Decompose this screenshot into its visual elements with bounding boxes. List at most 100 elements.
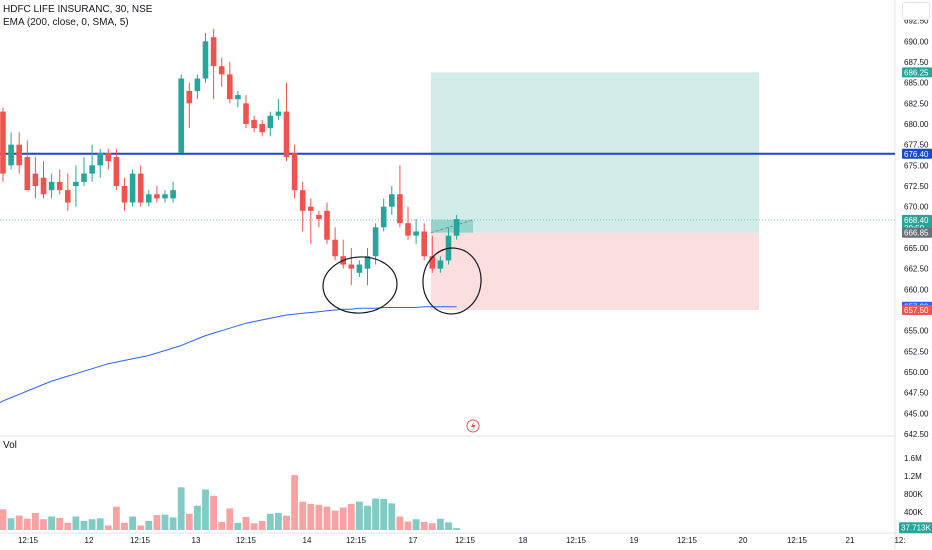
candle xyxy=(421,223,427,261)
volume-bar xyxy=(356,501,363,530)
volume-bar xyxy=(396,516,404,530)
volume-bar xyxy=(88,519,96,530)
candle-body xyxy=(453,219,460,236)
volume-bar xyxy=(15,515,23,530)
drawn-circle-right[interactable] xyxy=(420,245,485,317)
volume-bar xyxy=(291,475,298,530)
drawn-circle-left[interactable] xyxy=(321,254,399,315)
candle xyxy=(332,227,338,261)
candle xyxy=(299,181,306,232)
volume-bar xyxy=(137,525,145,530)
candle xyxy=(16,132,22,174)
candle xyxy=(218,57,225,87)
price-tick-label: 645.00 xyxy=(904,409,929,418)
volume-tag-label: 37.713K xyxy=(901,523,931,532)
candle-body xyxy=(210,37,217,67)
candle-body xyxy=(89,165,95,174)
candle-body xyxy=(56,181,63,191)
price-tick-label: 670.00 xyxy=(904,203,929,212)
price-tag-label: 676.40 xyxy=(904,150,929,159)
price-tick-label: 680.00 xyxy=(904,120,929,129)
candle-body xyxy=(113,157,120,186)
volume-bar xyxy=(40,519,47,530)
candle xyxy=(316,210,322,228)
candle-body xyxy=(8,144,14,166)
candle xyxy=(56,169,63,195)
candle-body xyxy=(405,223,411,236)
volume-bar xyxy=(177,487,185,530)
volume-bar xyxy=(169,517,177,530)
volume-bar xyxy=(258,521,266,530)
candle xyxy=(453,214,460,240)
volume-bar xyxy=(347,503,355,530)
lightning-marker[interactable] xyxy=(466,419,480,433)
candle xyxy=(348,248,355,286)
candle-body xyxy=(243,103,249,124)
time-tick-label: 20 xyxy=(739,536,748,545)
long-position-tool[interactable] xyxy=(430,72,759,310)
time-tick-label: 21 xyxy=(846,536,855,545)
ema-path xyxy=(0,306,457,404)
candle-body xyxy=(0,111,6,174)
volume-bar xyxy=(64,522,72,530)
volume-bar xyxy=(194,505,201,530)
candle xyxy=(356,260,363,277)
candles[interactable] xyxy=(0,28,460,286)
candle xyxy=(397,165,403,228)
volume-bar xyxy=(56,517,64,530)
pane-control-button[interactable] xyxy=(902,2,930,20)
candle xyxy=(97,148,103,178)
ema-legend[interactable]: EMA (200, close, 0, SMA, 5) xyxy=(3,17,129,28)
time-tick-label: 14 xyxy=(303,536,312,545)
price-tick-label: 662.50 xyxy=(904,265,929,274)
candle-body xyxy=(218,66,225,75)
candle-body xyxy=(332,239,338,257)
candle-body xyxy=(170,190,176,199)
volume-bar xyxy=(202,489,209,530)
candle xyxy=(121,177,128,211)
symbol-legend[interactable]: HDFC LIFE INSURANC, 30, NSE xyxy=(3,4,153,15)
candle xyxy=(372,223,379,265)
price-tick-label: 660.00 xyxy=(904,285,929,294)
volume-bar xyxy=(153,515,161,530)
volume-bar xyxy=(404,521,412,530)
price-tag-bg xyxy=(902,67,932,78)
time-tick-label: 12:15 xyxy=(455,536,476,545)
price-tick-label: 677.50 xyxy=(904,141,929,150)
volume-bar xyxy=(388,503,396,530)
candle xyxy=(380,198,387,232)
candle xyxy=(40,161,47,199)
candle-body xyxy=(421,231,427,257)
candle-body xyxy=(24,157,31,191)
candle-body xyxy=(97,152,103,166)
loss-zone xyxy=(431,232,759,310)
time-tick-label: 12:15 xyxy=(236,536,257,545)
candle xyxy=(0,107,6,182)
time-tick-label: 12:15 xyxy=(677,536,698,545)
candle-body xyxy=(364,256,371,269)
volume-bar xyxy=(145,521,153,530)
candle-body xyxy=(251,119,257,129)
candle xyxy=(178,74,184,153)
candle xyxy=(137,165,144,207)
volume-bar xyxy=(210,495,217,530)
hand-drawn-circles[interactable] xyxy=(321,245,485,433)
candle-body xyxy=(121,186,128,203)
volume-bar xyxy=(420,521,428,530)
volume-legend[interactable]: Vol xyxy=(3,440,17,451)
volume-bar xyxy=(331,510,339,530)
price-tick-label: 685.00 xyxy=(904,79,929,88)
volume-bar xyxy=(323,506,331,530)
volume-bar xyxy=(242,516,250,530)
volume-bar xyxy=(72,516,80,530)
candle xyxy=(8,132,14,170)
candle xyxy=(113,148,120,191)
candle-body xyxy=(356,264,363,273)
price-tag: 657.50 xyxy=(902,305,932,315)
volume-bar xyxy=(372,498,379,530)
candle-body xyxy=(235,95,241,100)
candle xyxy=(235,90,241,108)
candle xyxy=(32,157,39,199)
candle-body xyxy=(48,181,55,191)
